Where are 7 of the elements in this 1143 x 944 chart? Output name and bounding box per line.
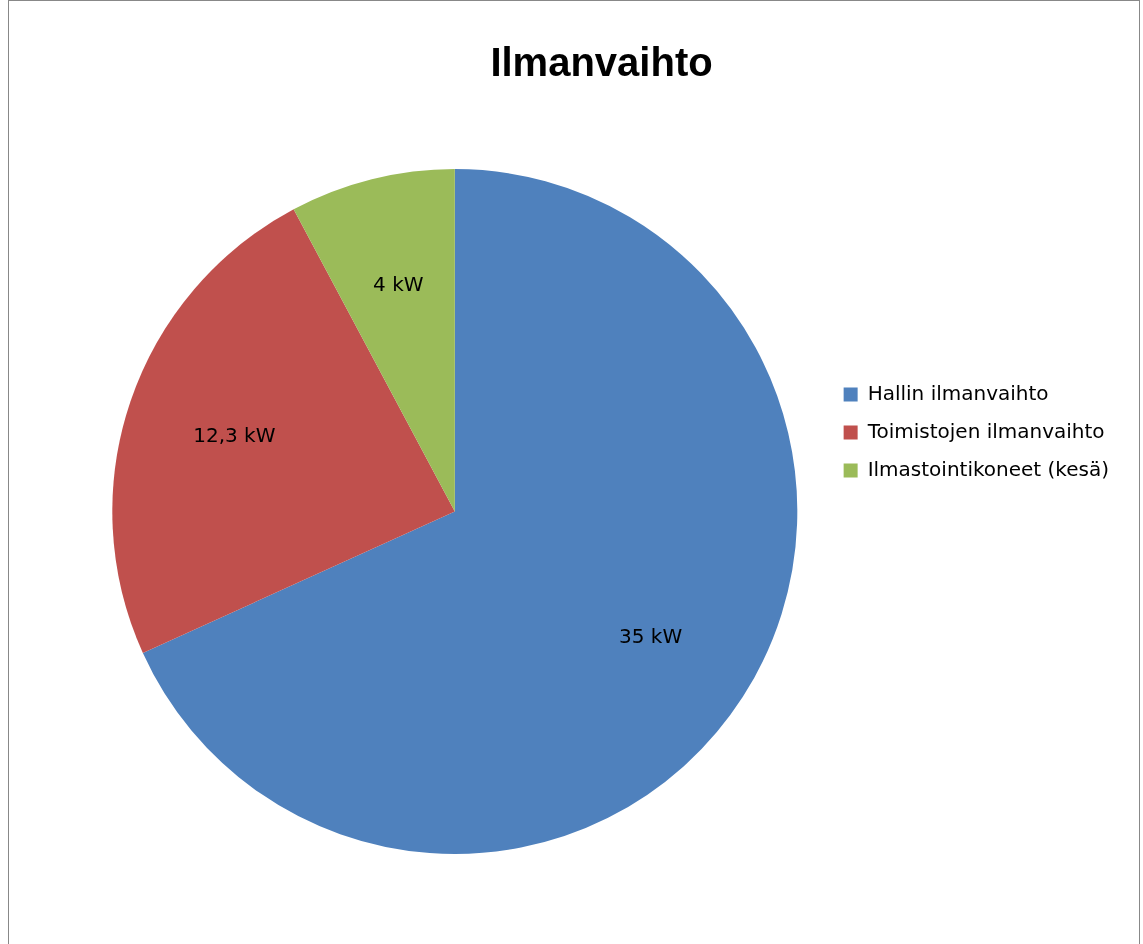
legend-label: Toimistojen ilmanvaihto <box>866 418 1105 443</box>
legend-label: Ilmastointikoneet (kesä) <box>867 456 1110 481</box>
chart-title: Ilmanvaihto <box>490 40 713 85</box>
legend-label: Hallin ilmanvaihto <box>867 380 1049 405</box>
data-label: 12,3 kW <box>193 422 276 447</box>
data-label: 4 kW <box>373 271 424 296</box>
data-label: 35 kW <box>618 623 683 648</box>
